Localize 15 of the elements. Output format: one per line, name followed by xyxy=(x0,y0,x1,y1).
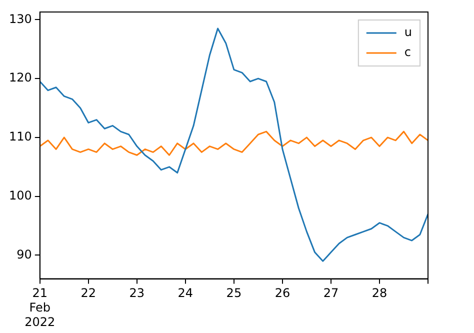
x-tick-label: 26 xyxy=(274,286,290,300)
y-tick-label: 90 xyxy=(16,247,32,262)
x-tick-label: 28 xyxy=(372,286,388,300)
x-tick-label: 27 xyxy=(323,286,339,300)
x-tick-label: 21 Feb 2022 xyxy=(24,286,56,329)
x-tick-label: 22 xyxy=(80,286,96,300)
x-tick-label: 25 xyxy=(226,286,242,300)
y-tick-label: 130 xyxy=(9,12,32,26)
y-tick-label: 100 xyxy=(9,188,32,202)
x-tick-label: 24 xyxy=(178,286,194,300)
legend-label: u xyxy=(404,25,412,40)
y-tick-label: 120 xyxy=(9,70,32,85)
y-tick-label: 110 xyxy=(9,130,32,144)
x-tick-label: 23 xyxy=(129,286,145,300)
legend-label: c xyxy=(404,45,412,60)
